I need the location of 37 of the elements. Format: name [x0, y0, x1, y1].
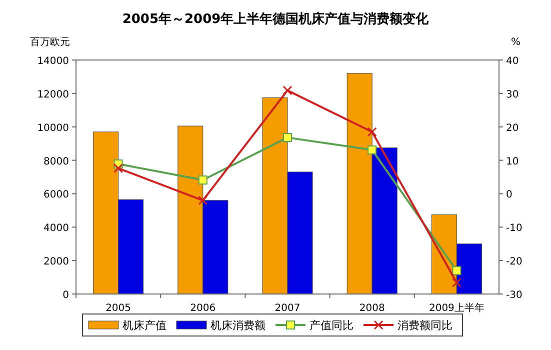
chart-title: 2005年～2009年上半年德国机床产值与消费额变化 [122, 11, 430, 27]
y2-tick-label: 40 [506, 56, 519, 67]
legend-label: 机床消费额 [210, 319, 266, 332]
point [283, 133, 292, 142]
x-tick-label: 2005 [106, 303, 132, 314]
point [452, 266, 462, 276]
y2-tick-label: -10 [506, 223, 522, 234]
point [198, 176, 208, 185]
x-tick-label: 2009上半年 [428, 302, 484, 314]
point [282, 86, 292, 96]
y2-axis-title: % [511, 37, 521, 48]
y2-tick-label: -30 [506, 290, 522, 301]
y-tick-label: 14000 [37, 56, 69, 67]
y-axis-title: 百万欧元 [30, 37, 70, 48]
y-tick-label: 6000 [44, 190, 69, 201]
x-tick-label: 2006 [190, 303, 216, 314]
point [367, 127, 377, 137]
y2-tick-label: 20 [506, 122, 519, 134]
y-tick-label: 4000 [44, 223, 69, 234]
point [114, 164, 124, 174]
y-tick-label: 8000 [44, 156, 69, 168]
legend-label: 机床产值 [122, 319, 166, 332]
y-tick-label: 12000 [37, 89, 69, 100]
y2-tick-label: 0 [506, 190, 512, 201]
y-tick-label: 10000 [37, 122, 69, 134]
legend-label: 产值同比 [310, 319, 354, 332]
point [368, 145, 377, 154]
y-tick-label: 2000 [44, 256, 69, 268]
y2-tick-label: 30 [506, 89, 519, 100]
x-tick-label: 2007 [274, 303, 300, 314]
legend-label: 消费额同比 [398, 319, 452, 332]
point [198, 196, 208, 206]
y-tick-label: 0 [62, 290, 69, 301]
x-tick-label: 2008 [359, 303, 385, 314]
y2-tick-label: -20 [506, 256, 522, 268]
point [452, 278, 462, 288]
y2-tick-label: 10 [506, 156, 519, 168]
